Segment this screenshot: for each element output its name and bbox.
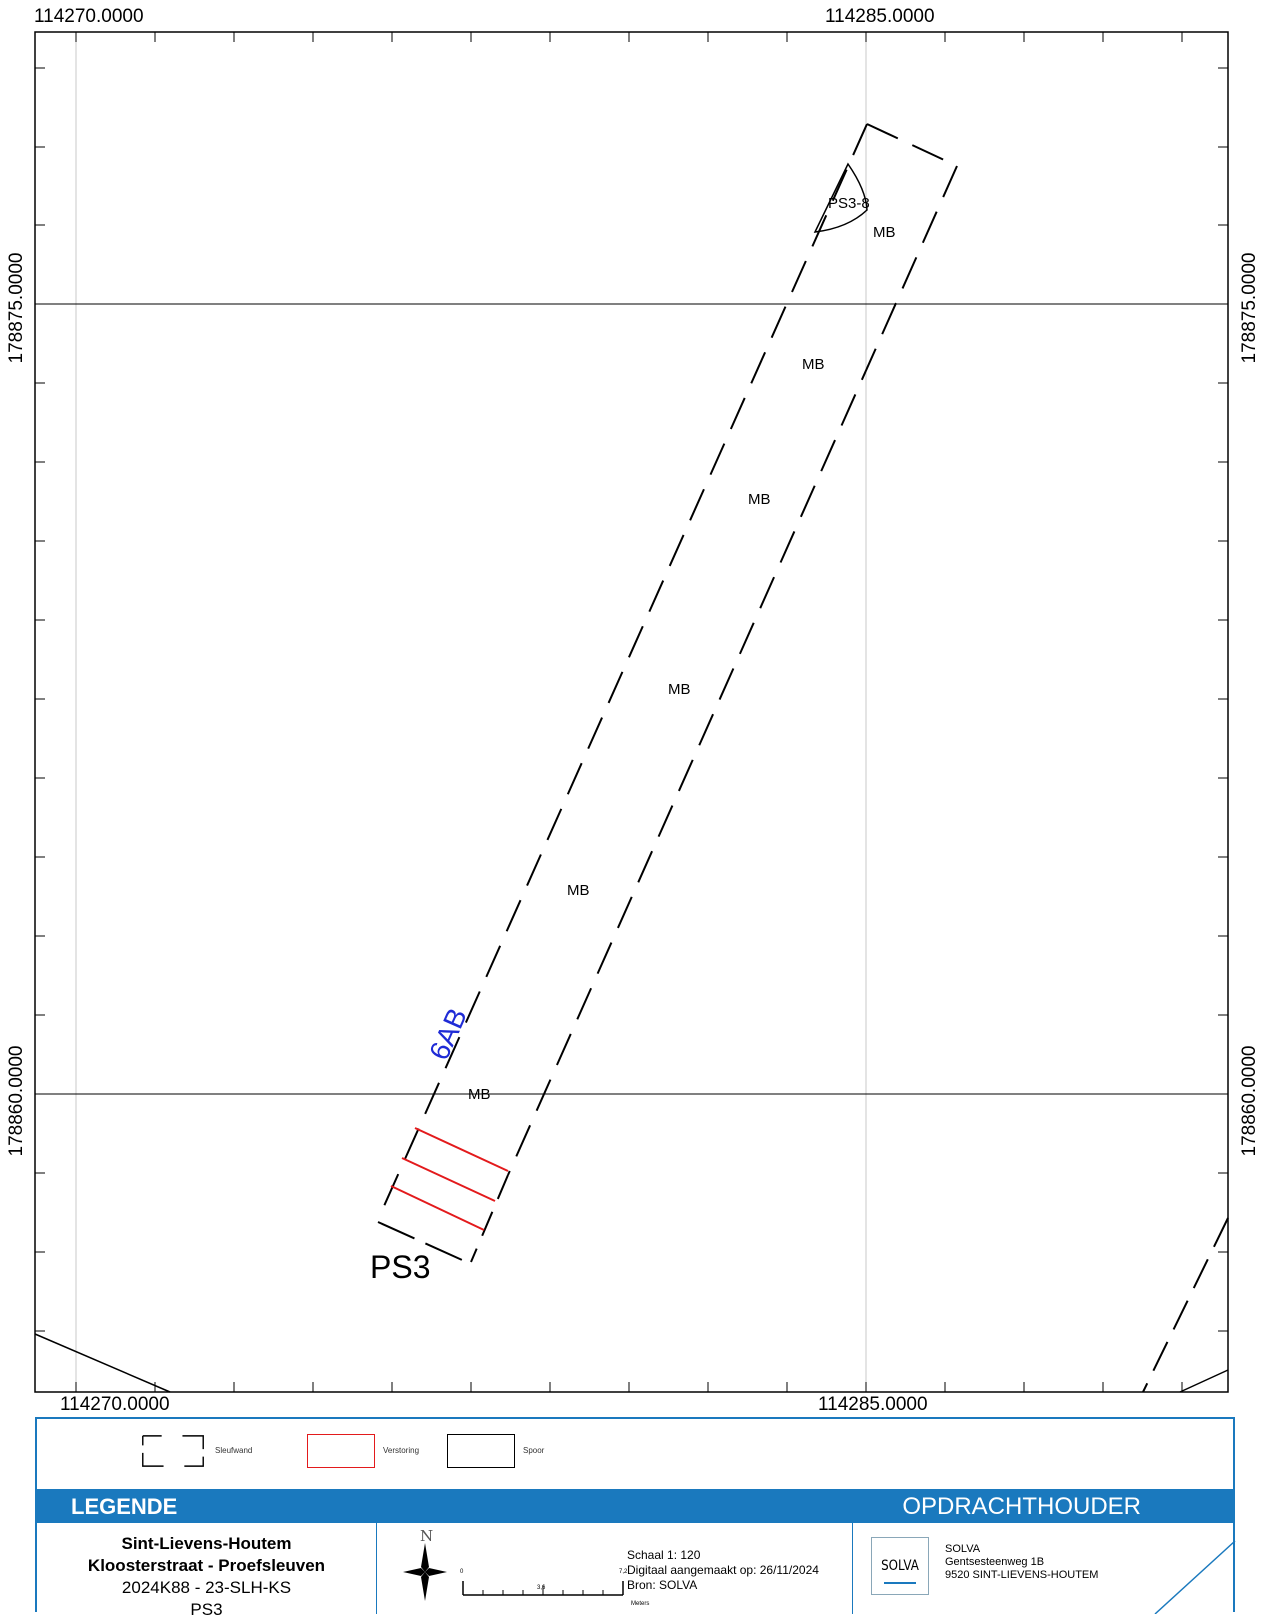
bottom-x-label: 114285.0000 — [818, 1394, 928, 1415]
neighbour-trench-right — [1142, 1217, 1229, 1393]
legend-symbol-spoor — [447, 1434, 515, 1468]
scale-tick-0: 0 — [460, 1569, 464, 1575]
project-line-1: Sint-Lievens-Houtem — [121, 1534, 292, 1553]
right-y-label: 178875.0000 — [1239, 252, 1260, 364]
feature-label: PS3-8 — [828, 195, 870, 212]
project-line-4: PS3 — [190, 1600, 223, 1619]
fill-label-mb: MB — [567, 882, 590, 899]
scale-block: N 0 — [377, 1523, 853, 1614]
source-text: Bron: SOLVA — [627, 1578, 698, 1592]
fill-label-mb: MB — [802, 356, 825, 373]
trench-end-line — [377, 1221, 472, 1265]
legend-symbol-sleufwand — [142, 1435, 204, 1467]
project-block: Sint-Lievens-Houtem Kloosterstraat - Pro… — [37, 1523, 377, 1619]
solva-logo-text: SOLVA — [881, 1558, 919, 1574]
scale-tick-mid: 3,6 — [537, 1585, 546, 1591]
scale-unit: Meters — [631, 1601, 650, 1607]
fill-label-mb: MB — [468, 1086, 491, 1103]
legend-label-spoor: Spoor — [523, 1446, 545, 1455]
fill-label-mb: MB — [748, 491, 771, 508]
project-line-2: Kloosterstraat - Proefsleuven — [87, 1556, 326, 1575]
scale-bar — [462, 1581, 624, 1596]
map-frame: PS3-8 MB MB MB MB MB MB PS3 6AB — [34, 31, 1229, 1393]
scale-text: Schaal 1: 120 — [627, 1548, 701, 1562]
contractor-city: 9520 SINT-LIEVENS-HOUTEM — [945, 1569, 1099, 1581]
feature-ps3-8 — [813, 162, 868, 233]
trench-end-corner — [470, 1174, 509, 1263]
compass-rose-icon — [403, 1543, 447, 1601]
trench-wall — [379, 123, 958, 1216]
bottom-x-label: 114270.0000 — [60, 1394, 170, 1415]
trench-name-label: PS3 — [370, 1249, 430, 1285]
contractor-title: OPDRACHTHOUDER — [902, 1493, 1141, 1520]
left-y-label: 178875.0000 — [6, 252, 27, 364]
legend-items: Sleufwand Verstoring Spoor — [37, 1419, 1233, 1484]
corner-diagonal — [1154, 1540, 1236, 1614]
digital-date-text: Digitaal aangemaakt op: 26/11/2024 — [627, 1563, 819, 1577]
neighbour-feature-left — [34, 1333, 171, 1393]
neighbour-feature-right — [1179, 1369, 1229, 1393]
right-y-label: 178860.0000 — [1239, 1045, 1260, 1157]
legend-band: LEGENDE OPDRACHTHOUDER — [37, 1489, 1233, 1523]
disturbance-lines — [390, 1127, 509, 1231]
top-x-label: 114270.0000 — [34, 6, 144, 27]
contractor-street: Gentsesteenweg 1B — [945, 1556, 1045, 1568]
scale-tick-end: 7,2 — [619, 1569, 628, 1575]
frame-ticks — [35, 32, 1228, 1392]
profile-label: 6AB — [423, 1003, 473, 1064]
legend-label-verstoring: Verstoring — [383, 1446, 420, 1455]
solva-logo-bar — [884, 1582, 916, 1584]
contractor-block: SOLVA SOLVA Gentsesteenweg 1B 9520 SINT-… — [853, 1523, 1237, 1614]
map-border — [34, 31, 1229, 1393]
fill-label-mb: MB — [668, 681, 691, 698]
info-row: Sint-Lievens-Houtem Kloosterstraat - Pro… — [37, 1523, 1236, 1619]
fill-label-mb: MB — [873, 224, 896, 241]
left-y-label: 178860.0000 — [6, 1045, 27, 1157]
top-x-label: 114285.0000 — [825, 6, 935, 27]
legend-panel: Sleufwand Verstoring Spoor LEGENDE OPDRA… — [35, 1417, 1236, 1619]
legend-title: LEGENDE — [71, 1494, 178, 1519]
contractor-name: SOLVA — [945, 1543, 981, 1555]
legend-symbol-verstoring — [307, 1434, 375, 1468]
project-line-3: 2024K88 - 23-SLH-KS — [121, 1578, 292, 1597]
solva-logo: SOLVA — [871, 1537, 929, 1595]
north-label: N — [420, 1527, 434, 1545]
legend-label-sleufwand: Sleufwand — [215, 1446, 253, 1455]
